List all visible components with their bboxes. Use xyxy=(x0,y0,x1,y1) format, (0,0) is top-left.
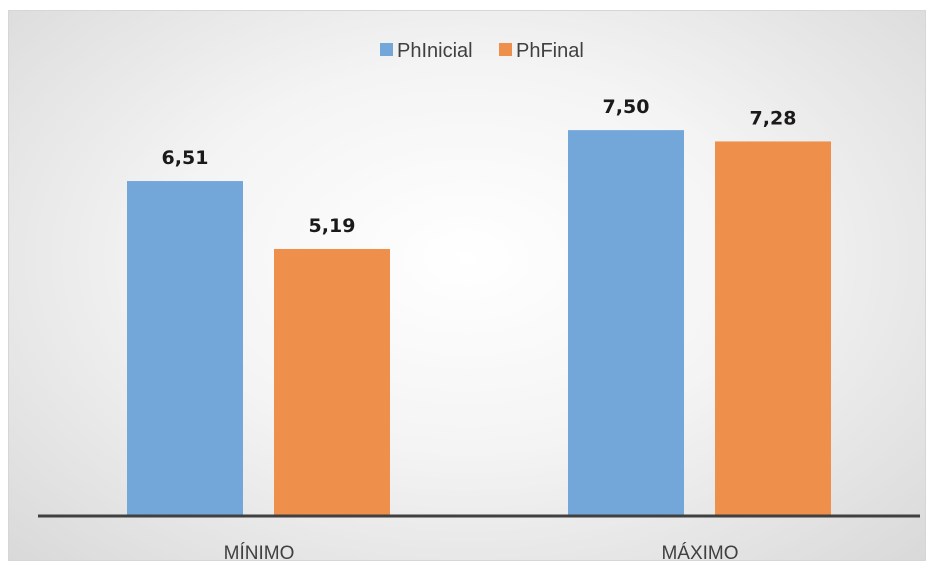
bars-group xyxy=(127,130,831,517)
bar-phfinal-1 xyxy=(715,141,831,516)
bar-phinicial-0 xyxy=(127,181,243,517)
data-labels-group: 6,51 7,50 5,19 7,28 xyxy=(162,96,797,237)
bar-phfinal-0 xyxy=(274,248,390,517)
data-label-phinicial-1: 7,50 xyxy=(603,96,650,118)
data-label-phfinal-1: 7,28 xyxy=(750,107,797,129)
bar-phinicial-1 xyxy=(568,130,684,516)
x-tick-label-maximo: MÁXIMO xyxy=(661,543,738,564)
legend-swatch-phfinal xyxy=(499,43,512,56)
legend: PhInicial PhFinal xyxy=(380,40,584,62)
legend-swatch-phinicial xyxy=(380,43,393,56)
data-label-phfinal-0: 5,19 xyxy=(309,215,356,237)
data-label-phinicial-0: 6,51 xyxy=(162,147,209,169)
legend-label-phfinal: PhFinal xyxy=(516,40,584,62)
x-tick-labels: MÍNIMO MÁXIMO xyxy=(224,543,739,564)
x-tick-label-minimo: MÍNIMO xyxy=(224,543,295,564)
legend-label-phinicial: PhInicial xyxy=(397,40,473,62)
